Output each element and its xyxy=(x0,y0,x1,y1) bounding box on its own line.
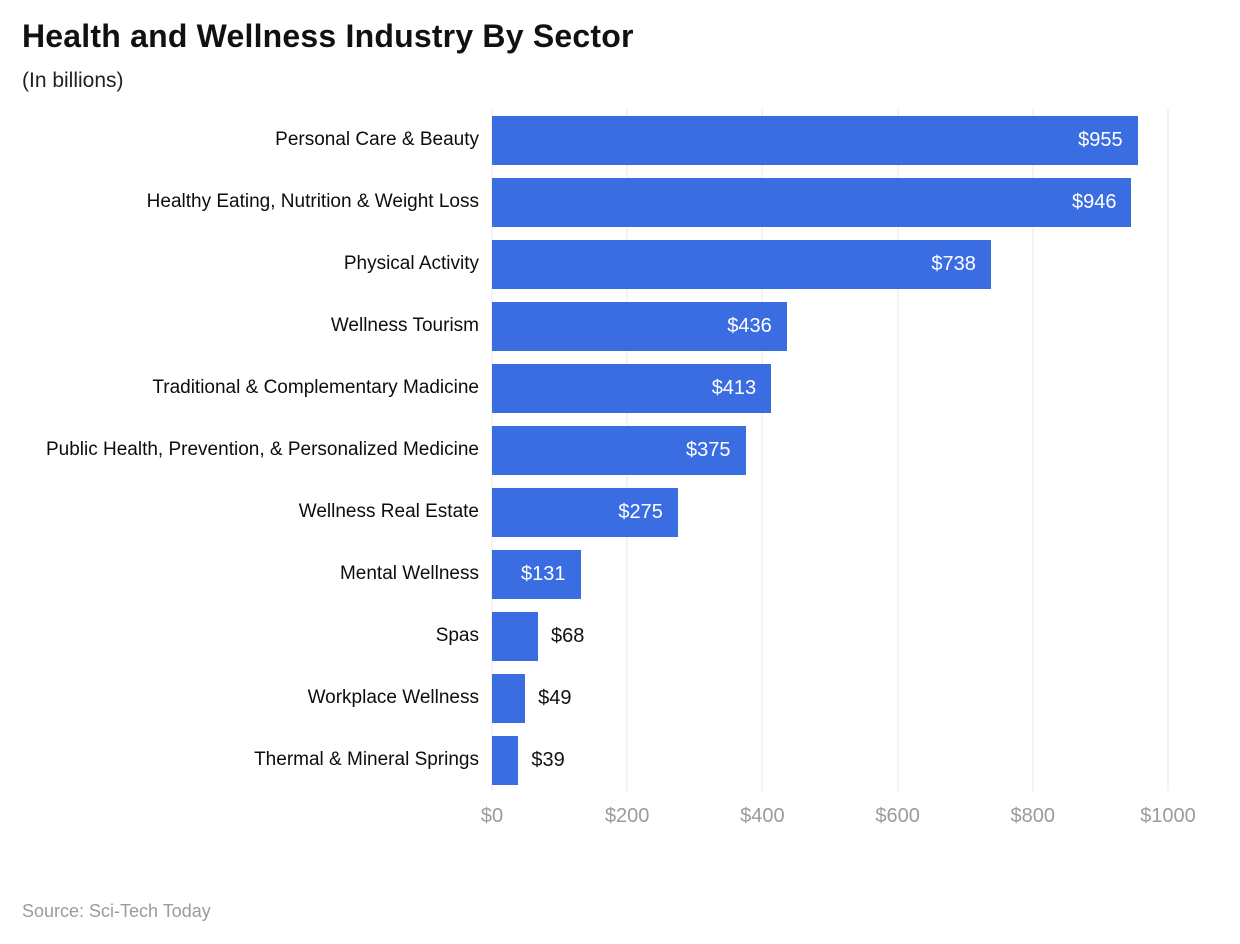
bar-row: Traditional & Complementary Madicine $413 xyxy=(22,357,1218,419)
gridline xyxy=(761,109,763,791)
bar xyxy=(492,673,526,723)
bar-row: Physical Activity $738 xyxy=(22,233,1218,295)
bar: $436 xyxy=(492,301,787,351)
bar-track: $39 xyxy=(492,729,1168,791)
bar-row: Wellness Tourism $436 xyxy=(22,295,1218,357)
bar-row: Public Health, Prevention, & Personalize… xyxy=(22,419,1218,481)
bar-row: Spas $68 xyxy=(22,605,1218,667)
x-tick-label: $600 xyxy=(875,805,920,827)
category-label: Mental Wellness xyxy=(339,563,479,585)
value-label: $275 xyxy=(618,500,663,523)
bar-track: $49 xyxy=(492,667,1168,729)
bar-track: $375 xyxy=(492,419,1168,481)
plot-area: Personal Care & Beauty $955 Healthy Eating… xyxy=(22,109,1218,791)
value-label: $131 xyxy=(521,562,566,585)
category-label: Wellness Tourism xyxy=(330,315,479,337)
bar-track: $68 xyxy=(492,605,1168,667)
value-label: $946 xyxy=(1071,190,1117,213)
bar-track: $413 xyxy=(492,357,1168,419)
bar-row: Mental Wellness $131 xyxy=(22,543,1218,605)
x-tick-label: $200 xyxy=(604,805,650,827)
bar-rows: Personal Care & Beauty $955 Healthy Eating… xyxy=(22,109,1218,791)
bar xyxy=(492,611,538,661)
value-label: $68 xyxy=(550,624,585,647)
bar-track: $946 xyxy=(492,171,1168,233)
category-label: Traditional & Complementary Madicine xyxy=(152,377,479,399)
x-tick-label: $1000 xyxy=(1140,805,1196,827)
bar-track: $955 xyxy=(492,109,1168,171)
bar: $413 xyxy=(492,363,772,413)
value-label: $375 xyxy=(686,438,731,461)
category-label: Spas xyxy=(435,625,479,647)
value-label: $436 xyxy=(727,314,772,337)
bar: $131 xyxy=(492,549,581,599)
x-tick-label: $400 xyxy=(740,805,785,827)
bar-row: Personal Care & Beauty $955 xyxy=(22,109,1218,171)
bar-row: Workplace Wellness $49 xyxy=(22,667,1218,729)
bar xyxy=(492,735,519,785)
value-label: $413 xyxy=(711,376,757,399)
value-label: $49 xyxy=(538,686,572,709)
bar-row: Healthy Eating, Nutrition & Weight Loss $… xyxy=(22,171,1218,233)
bar-track: $436 xyxy=(492,295,1168,357)
x-tick-label: $800 xyxy=(1010,805,1056,827)
bar-track: $738 xyxy=(492,233,1168,295)
gridline xyxy=(1167,109,1169,791)
bar-row: Thermal & Mineral Springs $39 xyxy=(22,729,1218,791)
category-label: Public Health, Prevention, & Personalize… xyxy=(45,439,479,461)
bar: $738 xyxy=(492,239,991,289)
source-text: Source: Sci-Tech Today xyxy=(22,901,211,921)
value-label: $39 xyxy=(531,748,565,771)
chart-title: Health and Wellness Industry By Sector xyxy=(22,18,634,54)
category-label: Physical Activity xyxy=(343,253,479,275)
x-tick-label: $0 xyxy=(480,805,504,827)
bar: $275 xyxy=(492,487,678,537)
bar-row: Wellness Real Estate $275 xyxy=(22,481,1218,543)
bar: $946 xyxy=(492,177,1132,227)
bar: $955 xyxy=(492,115,1138,165)
gridline xyxy=(897,109,899,791)
value-label: $738 xyxy=(931,252,976,275)
category-label: Wellness Real Estate xyxy=(298,501,479,523)
bar-track: $275 xyxy=(492,481,1168,543)
value-label: $955 xyxy=(1078,128,1123,151)
x-axis: $0 $200 $400 $600 $800 $1000 xyxy=(481,791,1196,843)
category-label: Thermal & Mineral Springs xyxy=(254,749,479,771)
chart-subtitle: (In billions) xyxy=(22,69,124,92)
bar: $375 xyxy=(492,425,746,475)
category-label: Personal Care & Beauty xyxy=(275,129,479,151)
source-note: Source: Sci-Tech Today xyxy=(22,901,211,922)
category-label: Healthy Eating, Nutrition & Weight Loss xyxy=(146,191,479,213)
bar-chart: Personal Care & Beauty $955 Healthy Eating… xyxy=(22,109,1240,843)
bar-track: $131 xyxy=(492,543,1168,605)
category-label: Workplace Wellness xyxy=(307,687,479,709)
gridline xyxy=(1032,109,1034,791)
